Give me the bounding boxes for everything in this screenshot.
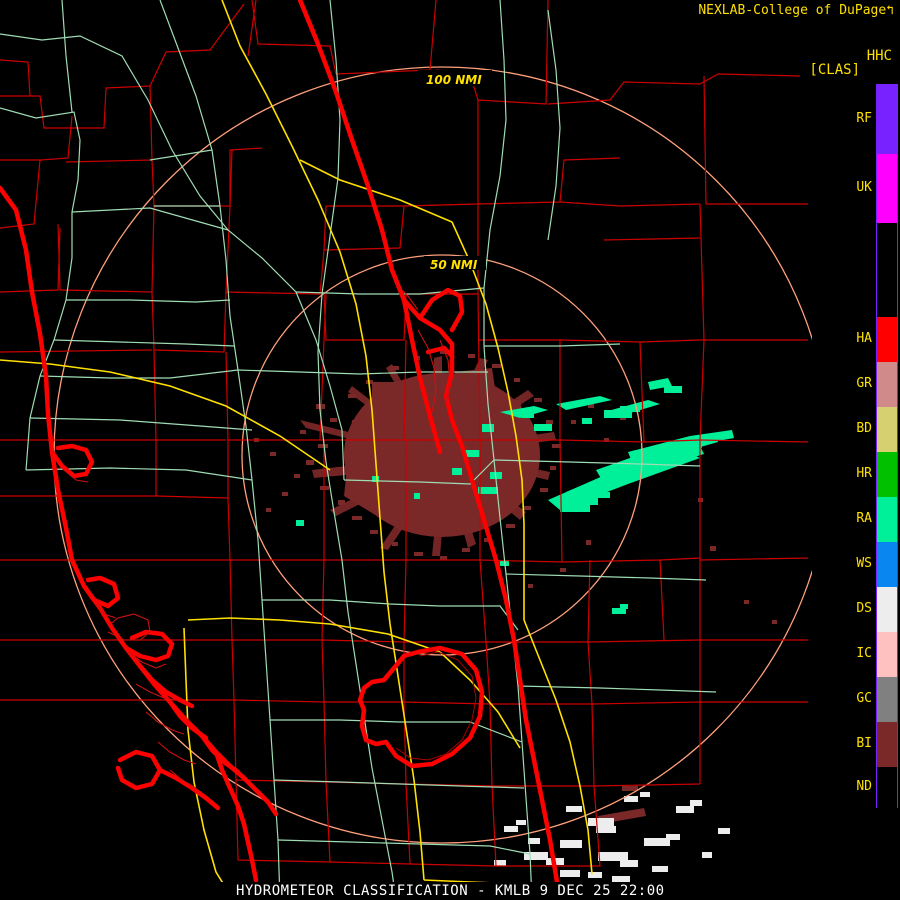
legend-swatch-hr[interactable] [877, 452, 897, 497]
legend-label-rf: RF [856, 110, 872, 126]
highways [0, 0, 717, 884]
legend-swatch-ds[interactable] [877, 587, 897, 632]
legend-swatch-nd[interactable] [877, 767, 897, 808]
bottom-title-bar: HYDROMETEOR CLASSIFICATION - KMLB 9 DEC … [0, 882, 900, 900]
lake-okeechobee-inner [395, 651, 477, 761]
legend-label-ha: HA [856, 330, 872, 346]
legend-label-ic: IC [856, 645, 872, 661]
legend-label-nd: ND [856, 778, 872, 794]
legend-swatch-rf[interactable] [877, 85, 897, 154]
legend-label-bd: BD [856, 420, 872, 436]
echo-layer-dry-snow [494, 792, 730, 882]
range-ring-label-100: 100 NMI [426, 73, 482, 87]
county-boundaries [0, 0, 809, 867]
range-ring-50 [241, 254, 643, 656]
legend-swatch-gc[interactable] [877, 677, 897, 722]
classification-mode-label: [CLAS] [809, 62, 860, 78]
legend-swatch-uk[interactable] [877, 154, 897, 223]
legend-label-gr: GR [856, 375, 872, 391]
legend-swatch-ws[interactable] [877, 542, 897, 587]
legend-label-ds: DS [856, 600, 872, 616]
product-title: HYDROMETEOR CLASSIFICATION - KMLB 9 DEC … [236, 883, 665, 899]
provider-credit-text: NEXLAB-College of DuPage [698, 3, 887, 18]
cursor-arrow-icon: ↰ [886, 3, 894, 18]
legend-label-uk: UK [856, 179, 872, 195]
legend-label-bi: BI [856, 735, 872, 751]
legend-label-hr: HR [856, 465, 872, 481]
coastline [0, 0, 560, 884]
legend-swatch-bi[interactable] [877, 722, 897, 767]
ring-label-100-mask [418, 70, 492, 86]
legend-swatch-gr[interactable] [877, 362, 897, 407]
legend-swatch-ic[interactable] [877, 632, 897, 677]
legend-label-gc: GC [856, 690, 872, 706]
legend-swatch-ra[interactable] [877, 497, 897, 542]
range-ring-label-50: 50 NMI [430, 258, 478, 272]
ring-label-50-mask [424, 256, 486, 270]
legend-label-ws: WS [856, 555, 872, 571]
product-code-label: HHC [866, 48, 892, 64]
inland-water-detail [63, 283, 451, 789]
provider-credit: NEXLAB-College of DuPage↰ [698, 3, 894, 18]
hydrometeor-class-legend[interactable] [876, 84, 898, 808]
legend-label-ra: RA [856, 510, 872, 526]
legend-swatch-ha[interactable] [877, 317, 897, 362]
legend-swatch-bd[interactable] [877, 407, 897, 452]
lake-okeechobee [357, 645, 485, 769]
legend-swatch-spacer [877, 223, 897, 317]
